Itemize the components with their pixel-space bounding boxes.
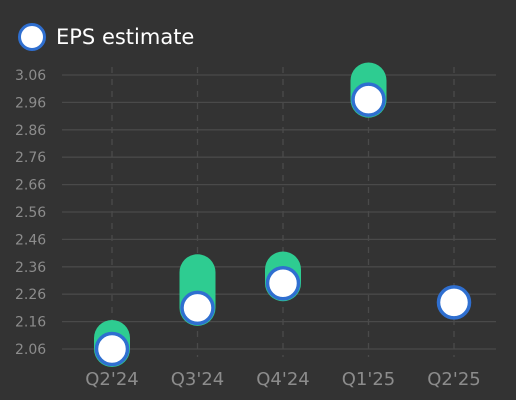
estimate-points bbox=[94, 82, 472, 367]
x-tick-label: Q1'25 bbox=[342, 369, 395, 390]
y-tick-label: 2.86 bbox=[15, 123, 46, 139]
y-tick-label: 2.76 bbox=[15, 150, 46, 166]
y-axis-ticks: 3.06 2.96 2.86 2.76 2.66 2.56 2.46 2.36 2.26 2.16… bbox=[15, 68, 46, 358]
y-tick-label: 2.66 bbox=[15, 178, 46, 194]
y-tick-label: 2.06 bbox=[15, 342, 46, 358]
estimate-point bbox=[180, 290, 215, 326]
legend-label: EPS estimate bbox=[56, 25, 195, 49]
estimate-ranges bbox=[94, 62, 387, 367]
y-tick-label: 3.06 bbox=[15, 68, 46, 84]
y-tick-label: 2.16 bbox=[15, 315, 46, 331]
x-tick-label: Q4'24 bbox=[256, 369, 309, 390]
y-tick-label: 2.56 bbox=[15, 205, 46, 221]
legend-marker-icon bbox=[18, 23, 46, 51]
legend[interactable]: EPS estimate bbox=[18, 19, 194, 55]
estimate-point bbox=[265, 265, 301, 301]
x-axis-ticks: Q2'24 Q3'24 Q4'24 Q1'25 Q2'25 bbox=[85, 369, 480, 390]
y-tick-label: 2.26 bbox=[15, 287, 46, 303]
estimate-point bbox=[351, 82, 386, 117]
y-tick-label: 2.36 bbox=[15, 260, 46, 276]
x-tick-label: Q2'25 bbox=[427, 369, 480, 390]
x-tick-label: Q2'24 bbox=[85, 369, 138, 390]
y-tick-label: 2.46 bbox=[15, 232, 46, 248]
y-tick-label: 2.96 bbox=[15, 95, 46, 111]
grid bbox=[62, 67, 496, 357]
estimate-point bbox=[436, 285, 472, 320]
x-tick-label: Q3'24 bbox=[171, 369, 224, 390]
estimate-point bbox=[94, 331, 130, 367]
